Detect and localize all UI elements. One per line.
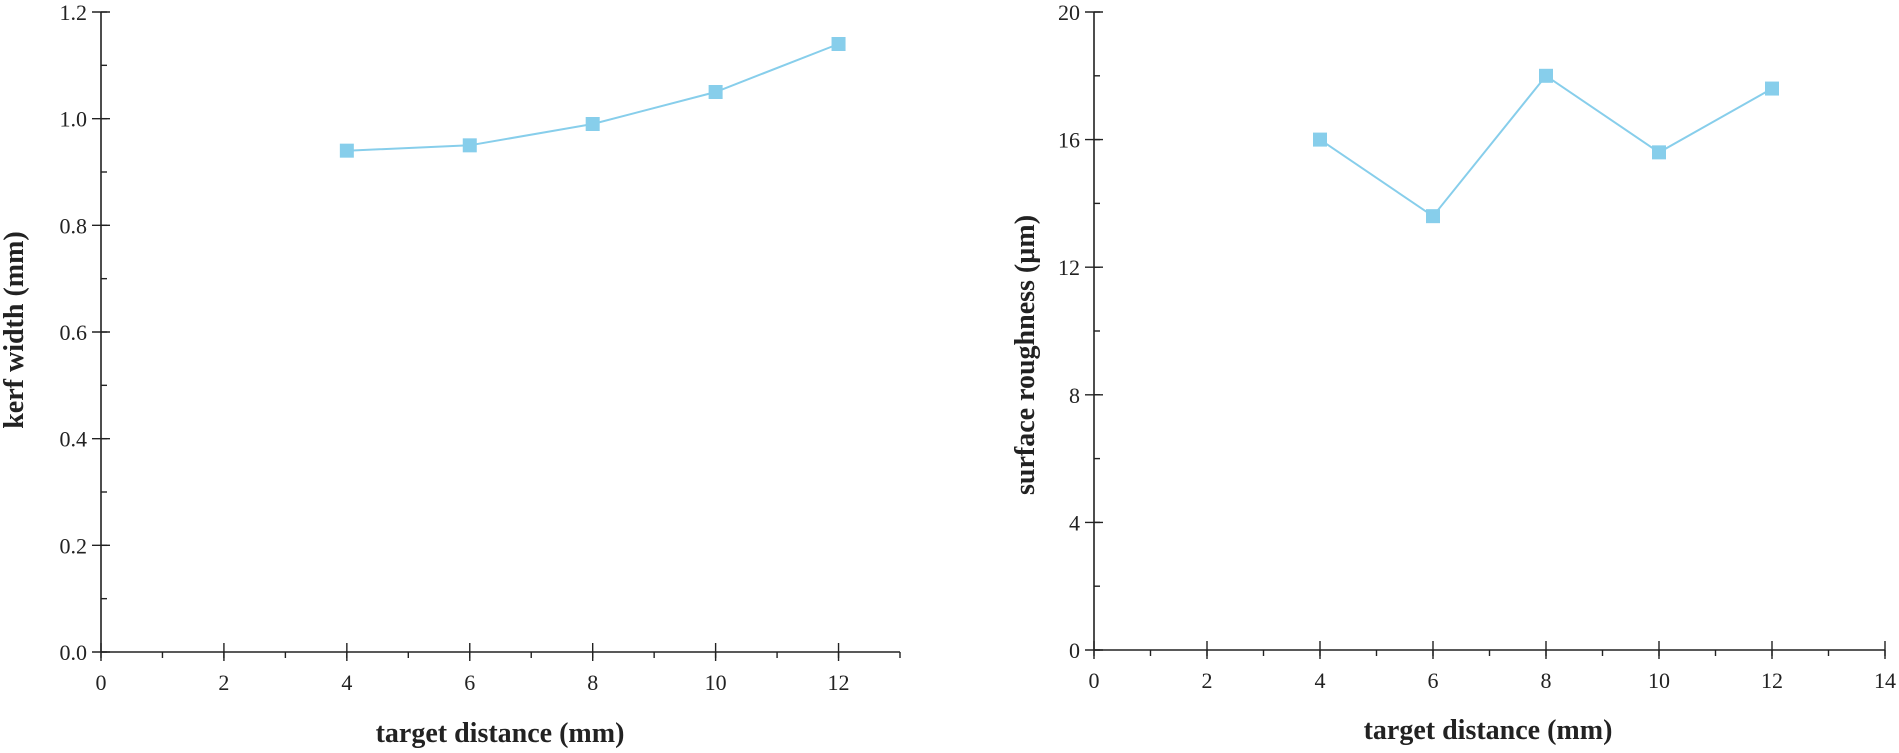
x-tick-label: 4 xyxy=(1315,668,1326,693)
x-tick-label: 6 xyxy=(464,670,475,695)
data-point-marker xyxy=(1652,145,1666,160)
x-tick-label: 10 xyxy=(1648,668,1670,693)
series-line xyxy=(346,43,839,152)
x-tick-label: 14 xyxy=(1874,668,1896,693)
chart-1-y-axis-title: surface roughness (µm) xyxy=(1010,215,1041,495)
y-tick-label: 0.2 xyxy=(60,533,88,558)
x-tick-label: 0 xyxy=(1089,668,1100,693)
chart-1-x-axis-title: target distance (mm) xyxy=(1364,715,1613,746)
data-point-marker xyxy=(831,37,846,51)
data-point-marker xyxy=(339,143,354,158)
surface-roughness-chart: target distance (mm) surface roughness (… xyxy=(1010,0,1896,746)
data-point-marker xyxy=(708,85,723,99)
y-tick-label: 8 xyxy=(1069,383,1080,408)
x-tick-label: 0 xyxy=(96,670,107,695)
y-tick-label: 0.6 xyxy=(60,320,88,345)
y-tick-label: 0.8 xyxy=(60,213,88,238)
x-tick-label: 8 xyxy=(1541,668,1552,693)
kerf-width-chart: target distance (mm) kerf width (mm) 0.0… xyxy=(0,0,901,749)
y-tick-label: 1.0 xyxy=(60,107,88,132)
y-tick-label: 0.4 xyxy=(60,427,88,452)
y-tick-label: 0.0 xyxy=(60,640,88,665)
data-point-marker xyxy=(1539,68,1553,83)
y-tick-label: 16 xyxy=(1058,128,1080,153)
x-tick-label: 12 xyxy=(1761,668,1783,693)
series-line xyxy=(1319,74,1773,218)
x-tick-label: 12 xyxy=(828,670,850,695)
data-point-marker xyxy=(462,138,477,153)
x-tick-label: 2 xyxy=(218,670,229,695)
chart-0-y-axis-title: kerf width (mm) xyxy=(0,231,30,429)
x-tick-label: 4 xyxy=(341,670,352,695)
data-point-marker xyxy=(1313,132,1327,147)
x-tick-label: 2 xyxy=(1202,668,1213,693)
data-point-marker xyxy=(1765,81,1779,96)
y-tick-label: 1.2 xyxy=(60,0,88,25)
y-tick-label: 0 xyxy=(1069,638,1080,663)
y-tick-label: 4 xyxy=(1069,510,1080,535)
chart-0-x-axis-title: target distance (mm) xyxy=(376,718,625,749)
x-tick-label: 8 xyxy=(587,670,598,695)
x-tick-label: 10 xyxy=(705,670,727,695)
data-point-marker xyxy=(585,117,600,131)
y-tick-label: 20 xyxy=(1058,0,1080,25)
x-tick-label: 6 xyxy=(1428,668,1439,693)
data-point-marker xyxy=(1426,209,1440,224)
y-tick-label: 12 xyxy=(1058,255,1080,280)
